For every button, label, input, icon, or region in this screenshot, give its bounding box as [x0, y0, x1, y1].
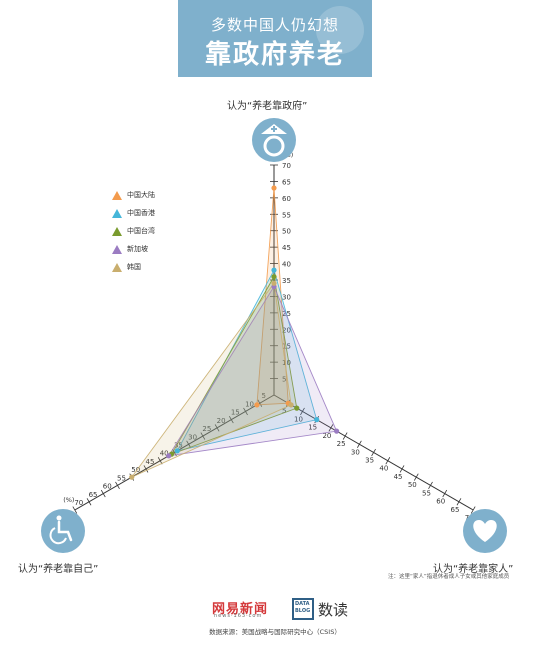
legend: 中国大陆 中国香港 中国台湾 新加坡 韩国 [112, 186, 155, 276]
axis-tick [372, 449, 376, 456]
tick-label: 55 [422, 489, 431, 497]
legend-label: 韩国 [127, 262, 141, 272]
tick-label: 35 [282, 277, 291, 285]
data-point [334, 429, 339, 434]
tick-label: 50 [282, 228, 291, 236]
tick-label: 65 [89, 491, 98, 499]
data-point [271, 268, 276, 273]
unit-label: (%) [63, 496, 74, 504]
tick-label: 55 [117, 474, 126, 482]
legend-label: 中国香港 [127, 208, 155, 218]
legend-label: 中国大陆 [127, 190, 155, 200]
footnote: 注：这里“家人”指退休者成人子女或其他家庭成员 [388, 572, 509, 580]
data-point [271, 274, 276, 279]
legend-marker-icon [112, 227, 122, 236]
tick-label: 25 [337, 440, 346, 448]
axis-tick [414, 474, 418, 481]
legend-item: 韩国 [112, 258, 155, 276]
nurse-icon [252, 118, 296, 162]
data-point [166, 453, 171, 458]
tick-label: 30 [351, 448, 360, 456]
tick-label: 50 [408, 481, 417, 489]
legend-marker-icon [112, 263, 122, 272]
tick-label: 65 [450, 506, 459, 514]
data-point [294, 406, 299, 411]
datablog-logo: DATA BLOG [292, 598, 314, 620]
data-point [129, 475, 134, 480]
legend-marker-icon [112, 209, 122, 218]
netease-logo: 网易新闻 news·163·com [212, 598, 274, 620]
tick-label: 60 [282, 195, 291, 203]
axis-tick [443, 490, 447, 497]
tick-label: 60 [436, 498, 445, 506]
nurse-cross-shape [271, 128, 277, 130]
tick-label: 65 [282, 178, 291, 186]
data-point [271, 185, 276, 190]
tick-label: 35 [365, 457, 374, 465]
tick-label: 40 [282, 261, 291, 269]
axis-title-government: 认为“养老靠政府” [227, 97, 307, 112]
tick-label: 55 [282, 211, 291, 219]
axis-tick [343, 433, 347, 440]
tick-label: 30 [282, 293, 291, 301]
axis-tick [400, 465, 404, 472]
axis-tick [115, 482, 119, 489]
tick-label: 40 [379, 465, 388, 473]
heart-icon [463, 509, 507, 553]
tick-label: 60 [103, 483, 112, 491]
data-point [175, 448, 180, 453]
axis-tick [429, 482, 433, 489]
axis-title-self: 认为“养老靠自己” [18, 560, 98, 575]
wheelchair-head-shape [57, 516, 62, 521]
tick-label: 45 [394, 473, 403, 481]
legend-item: 中国香港 [112, 204, 155, 222]
legend-marker-icon [112, 245, 122, 254]
axis-tick [87, 498, 91, 505]
wheelchair-icon [41, 509, 85, 553]
legend-item: 中国大陆 [112, 186, 155, 204]
data-point [254, 402, 259, 407]
legend-label: 中国台湾 [127, 226, 155, 236]
tick-label: 70 [282, 162, 291, 170]
footer-logos: 网易新闻 news·163·com DATA BLOG 数读 [212, 598, 348, 620]
shudu-logo: 数读 [318, 599, 348, 620]
tick-label: 45 [282, 244, 291, 252]
legend-item: 新加坡 [112, 240, 155, 258]
axis-tick [386, 457, 390, 464]
legend-label: 新加坡 [127, 244, 148, 254]
data-point [271, 281, 276, 286]
netease-url: news·163·com [214, 613, 262, 619]
data-source: 数据来源：美国战略与国际研究中心（CSIS） [0, 626, 550, 636]
axis-tick [457, 498, 461, 505]
data-point [288, 402, 293, 407]
axis-tick [357, 441, 361, 448]
tick-label: 70 [74, 499, 83, 507]
legend-item: 中国台湾 [112, 222, 155, 240]
data-point [314, 417, 319, 422]
legend-marker-icon [112, 191, 122, 200]
axis-tick [101, 490, 105, 497]
